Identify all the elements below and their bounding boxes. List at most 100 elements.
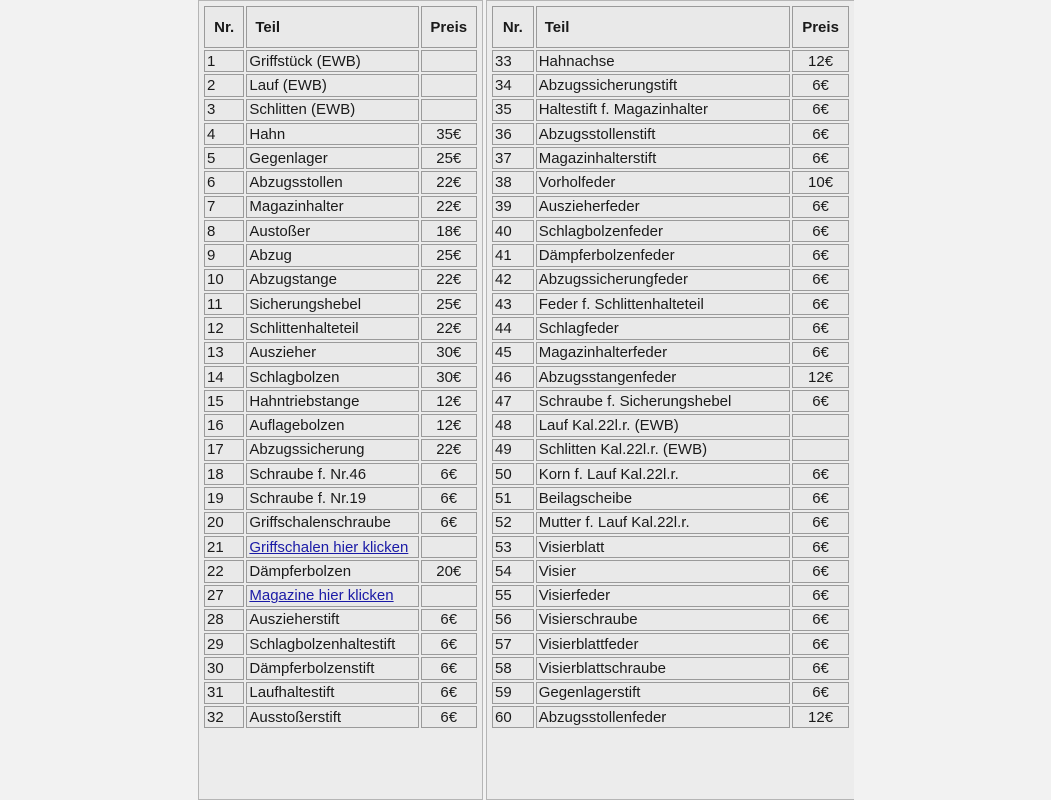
table-row: 44 Schlagfeder 6€ [492, 317, 849, 340]
table-row: 46 Abzugsstangenfeder 12€ [492, 365, 849, 389]
cell-teil: Austoßer [246, 220, 419, 243]
table-row: 5 Gegenlager 25€ [204, 147, 477, 170]
cell-preis: 6€ [792, 560, 849, 583]
cell-nr: 31 [204, 681, 245, 705]
cell-teil: Vorholfeder [535, 171, 791, 194]
cell-preis: 6€ [420, 487, 477, 510]
table-row: 51 Beilagscheibe 6€ [492, 487, 849, 510]
cell-nr: 14 [204, 365, 245, 389]
cell-preis: 6€ [792, 122, 849, 146]
cell-teil: Dämpferbolzen [246, 560, 419, 583]
cell-nr: 53 [492, 535, 534, 559]
cell-nr: 22 [204, 560, 245, 583]
cell-teil: Abzugsstollen [246, 171, 419, 194]
cell-nr: 19 [204, 487, 245, 510]
cell-teil: Abzugsstollenstift [535, 122, 791, 146]
cell-teil: Visierblattschraube [535, 657, 791, 680]
cell-preis: 6€ [792, 390, 849, 413]
cell-preis: 6€ [792, 74, 849, 97]
cell-preis: 6€ [420, 706, 477, 729]
table-row: 52 Mutter f. Lauf Kal.22l.r. 6€ [492, 511, 849, 534]
table-row: 45 Magazinhalterfeder 6€ [492, 341, 849, 364]
cell-preis: 6€ [792, 463, 849, 486]
table-row: 18 Schraube f. Nr.46 6€ [204, 463, 477, 486]
header-preis: Preis [420, 6, 477, 48]
part-link[interactable]: Griffschalen hier klicken [249, 538, 409, 556]
header-teil: Teil [246, 6, 419, 48]
table-row: 37 Magazinhalterstift 6€ [492, 147, 849, 170]
cell-preis: 6€ [792, 292, 849, 316]
table-row: 28 Auszieherstift 6€ [204, 608, 477, 632]
header-preis: Preis [792, 6, 849, 48]
table-row: 9 Abzug 25€ [204, 244, 477, 267]
cell-preis: 22€ [420, 438, 477, 462]
cell-preis: 22€ [420, 195, 477, 219]
cell-preis: 6€ [792, 147, 849, 170]
cell-preis: 12€ [792, 706, 849, 729]
table-row: 11 Sicherungshebel 25€ [204, 292, 477, 316]
cell-nr: 29 [204, 633, 245, 656]
table-row: 17 Abzugssicherung 22€ [204, 438, 477, 462]
cell-preis: 6€ [420, 681, 477, 705]
cell-nr: 48 [492, 414, 534, 437]
cell-teil: Auszieher [246, 341, 419, 364]
cell-teil: Visierschraube [535, 608, 791, 632]
cell-nr: 28 [204, 608, 245, 632]
cell-preis [792, 438, 849, 462]
cell-preis: 25€ [420, 292, 477, 316]
cell-nr: 10 [204, 268, 245, 291]
cell-nr: 2 [204, 74, 245, 97]
cell-nr: 44 [492, 317, 534, 340]
cell-preis [420, 584, 477, 607]
cell-nr: 60 [492, 706, 534, 729]
table-row: 16 Auflagebolzen 12€ [204, 414, 477, 437]
cell-nr: 15 [204, 390, 245, 413]
cell-preis: 25€ [420, 244, 477, 267]
cell-teil: Schlagbolzenfeder [535, 220, 791, 243]
cell-preis: 6€ [420, 463, 477, 486]
cell-preis: 20€ [420, 560, 477, 583]
cell-nr: 13 [204, 341, 245, 364]
cell-nr: 6 [204, 171, 245, 194]
cell-preis: 6€ [792, 535, 849, 559]
cell-nr: 4 [204, 122, 245, 146]
cell-teil: Abzugssicherung [246, 438, 419, 462]
cell-teil: Dämpferbolzenstift [246, 657, 419, 680]
table-row: 8 Austoßer 18€ [204, 220, 477, 243]
part-link[interactable]: Magazine hier klicken [249, 587, 394, 605]
cell-nr: 59 [492, 681, 534, 705]
parts-table-right-wrapper: Nr. Teil Preis 33 Hahnachse 12€ 34 Abzugssic… [486, 0, 854, 800]
cell-nr: 20 [204, 511, 245, 534]
cell-preis: 22€ [420, 171, 477, 194]
cell-nr: 3 [204, 98, 245, 121]
table-row: 27 Magazine hier klicken [204, 584, 477, 607]
cell-preis [420, 98, 477, 121]
cell-teil: Hahntriebstange [246, 390, 419, 413]
cell-nr: 7 [204, 195, 245, 219]
table-row: 29 Schlagbolzenhaltestift 6€ [204, 633, 477, 656]
cell-preis: 25€ [420, 147, 477, 170]
cell-nr: 56 [492, 608, 534, 632]
cell-teil: Visierblatt [535, 535, 791, 559]
cell-preis: 22€ [420, 317, 477, 340]
cell-teil: Schlagfeder [535, 317, 791, 340]
header-teil: Teil [535, 6, 791, 48]
cell-teil: Sicherungshebel [246, 292, 419, 316]
cell-preis: 18€ [420, 220, 477, 243]
cell-teil: Auszieherstift [246, 608, 419, 632]
table-row: 30 Dämpferbolzenstift 6€ [204, 657, 477, 680]
table-header: Nr. Teil Preis [492, 6, 849, 48]
table-row: 4 Hahn 35€ [204, 122, 477, 146]
cell-teil: Abzug [246, 244, 419, 267]
cell-preis: 30€ [420, 365, 477, 389]
cell-teil: Visierblattfeder [535, 633, 791, 656]
table-row: 22 Dämpferbolzen 20€ [204, 560, 477, 583]
cell-preis: 6€ [792, 244, 849, 267]
cell-teil: Griffstück (EWB) [246, 50, 419, 73]
cell-nr: 40 [492, 220, 534, 243]
cell-nr: 17 [204, 438, 245, 462]
cell-teil: Magazine hier klicken [246, 584, 419, 607]
cell-nr: 12 [204, 317, 245, 340]
cell-preis: 12€ [792, 365, 849, 389]
cell-preis: 6€ [792, 487, 849, 510]
